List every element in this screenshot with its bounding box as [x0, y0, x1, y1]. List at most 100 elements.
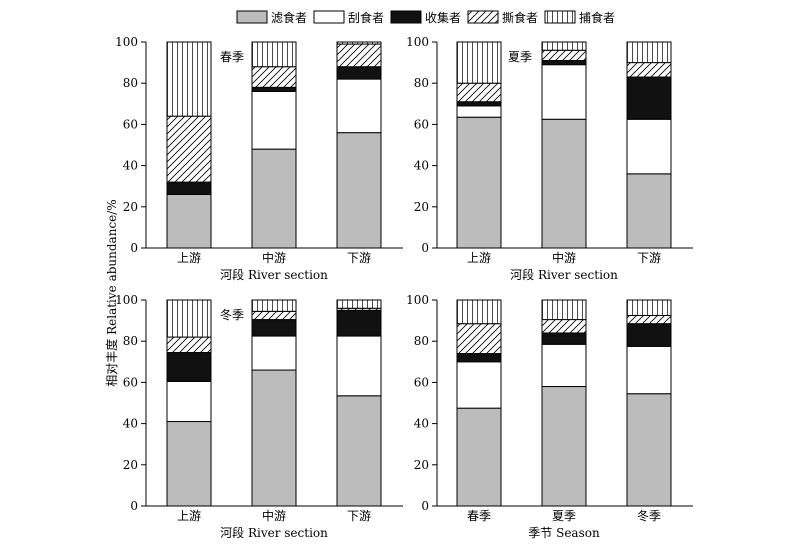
bar-stack-2 — [336, 41, 382, 249]
x-category-label: 冬季 — [637, 508, 661, 523]
legend-item-predator: 捕食者 — [544, 10, 615, 25]
y-tick-label: 0 — [130, 499, 138, 513]
bar-segment-shredder — [336, 43, 382, 68]
bar-segment-shredder — [456, 323, 502, 355]
bar-segment-collector — [336, 66, 382, 80]
bar-stack-2 — [626, 299, 672, 507]
x-axis-title: 季节 Season — [528, 526, 600, 540]
bar-segment-filter — [251, 148, 297, 249]
bar-segment-collector — [336, 309, 382, 337]
bar-segment-filter — [626, 393, 672, 507]
x-category-label: 上游 — [177, 509, 201, 523]
bar-segment-predator — [456, 41, 502, 84]
bar-segment-scraper — [626, 345, 672, 395]
bar-segment-filter — [251, 369, 297, 507]
bar-segment-shredder — [626, 314, 672, 325]
y-tick-label: 100 — [406, 293, 429, 307]
bar-stack-1 — [251, 41, 297, 249]
bar-segment-collector — [626, 323, 672, 347]
y-tick-label: 60 — [414, 375, 429, 389]
bar-segment-predator — [336, 299, 382, 309]
bar-segment-filter — [541, 386, 587, 507]
y-tick-label: 40 — [123, 417, 138, 431]
legend-item-filter: 滤食者 — [236, 10, 307, 25]
bar-segment-collector — [541, 332, 587, 345]
bar-segment-shredder — [456, 82, 502, 103]
legend-item-shredder: 撕食者 — [467, 10, 538, 25]
bar-segment-collector — [166, 352, 212, 382]
bar-segment-collector — [456, 353, 502, 363]
bar-segment-shredder — [251, 310, 297, 321]
legend-swatch-predator — [544, 10, 576, 24]
y-tick-label: 80 — [414, 334, 429, 348]
bar-segment-filter — [456, 407, 502, 507]
y-tick-label: 60 — [123, 117, 138, 131]
bar-stack-0 — [166, 299, 212, 507]
y-tick-label: 40 — [414, 417, 429, 431]
y-tick-label: 20 — [123, 458, 138, 472]
y-tick-label: 0 — [130, 241, 138, 255]
y-tick-label: 40 — [414, 159, 429, 173]
bar-segment-shredder — [166, 115, 212, 183]
bar-segment-collector — [456, 101, 502, 107]
y-tick-label: 100 — [406, 35, 429, 49]
y-tick-label: 40 — [123, 159, 138, 173]
legend-label-scraper: 刮食者 — [348, 10, 384, 25]
season-annotation: 春季 — [220, 50, 244, 64]
bar-segment-filter — [541, 118, 587, 249]
bar-stack-0 — [456, 41, 502, 249]
legend-label-predator: 捕食者 — [579, 10, 615, 25]
legend-swatch-shredder — [467, 10, 499, 24]
x-category-label: 上游 — [467, 251, 491, 265]
bar-segment-scraper — [541, 64, 587, 120]
y-tick-label: 20 — [123, 200, 138, 214]
bar-segment-shredder — [626, 62, 672, 78]
bar-segment-scraper — [166, 380, 212, 423]
y-tick-label: 80 — [123, 334, 138, 348]
x-category-label: 春季 — [467, 509, 491, 523]
x-category-label: 下游 — [637, 251, 661, 265]
bar-segment-filter — [166, 421, 212, 507]
bar-segment-predator — [541, 41, 587, 51]
legend: 滤食者 刮食者 收集者 撕食者 捕食者 — [236, 10, 615, 25]
bar-segment-scraper — [541, 343, 587, 388]
bar-segment-predator — [336, 41, 382, 45]
bar-segment-scraper — [251, 90, 297, 150]
bar-segment-predator — [166, 299, 212, 338]
bar-segment-predator — [456, 299, 502, 325]
bar-stack-0 — [166, 41, 212, 249]
bar-segment-predator — [251, 299, 297, 312]
legend-label-filter: 滤食者 — [271, 10, 307, 25]
x-category-label: 中游 — [262, 508, 286, 523]
y-tick-label: 0 — [421, 499, 429, 513]
bar-segment-scraper — [336, 335, 382, 397]
bar-segment-predator — [166, 41, 212, 117]
bar-segment-scraper — [456, 361, 502, 409]
x-category-label: 上游 — [177, 251, 201, 265]
bar-segment-filter — [336, 132, 382, 249]
y-tick-label: 100 — [115, 35, 138, 49]
bar-segment-collector — [166, 181, 212, 195]
bar-segment-predator — [626, 41, 672, 64]
bar-segment-collector — [626, 76, 672, 120]
x-category-label: 下游 — [347, 509, 371, 523]
bar-segment-collector — [251, 86, 297, 92]
bar-segment-predator — [251, 41, 297, 68]
bar-segment-collector — [251, 319, 297, 337]
y-tick-label: 60 — [414, 117, 429, 131]
y-tick-label: 60 — [123, 375, 138, 389]
bar-segment-scraper — [456, 105, 502, 118]
bar-segment-predator — [541, 299, 587, 321]
legend-label-shredder: 撕食者 — [502, 10, 538, 25]
y-tick-label: 80 — [123, 76, 138, 90]
bar-segment-filter — [336, 395, 382, 507]
x-axis-title: 河段 River section — [510, 267, 618, 282]
y-tick-label: 20 — [414, 458, 429, 472]
season-annotation: 夏季 — [508, 50, 532, 64]
legend-swatch-scraper — [313, 10, 345, 24]
